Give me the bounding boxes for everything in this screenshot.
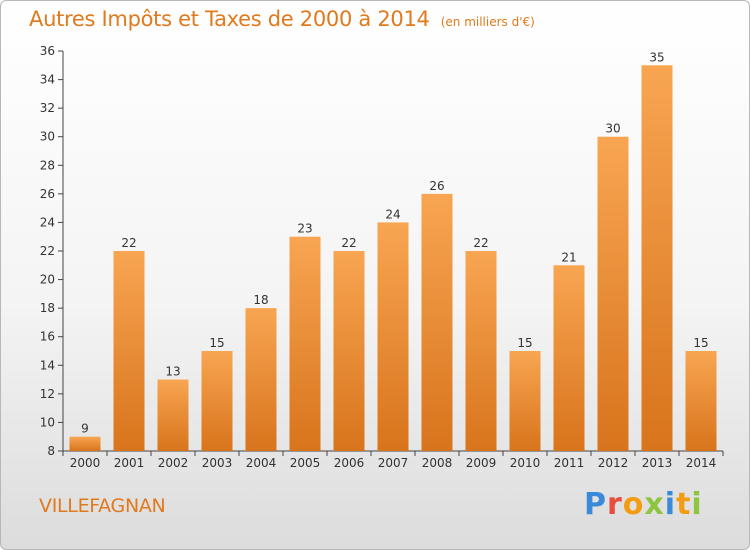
y-tick-label: 12 xyxy=(40,387,55,401)
bar-value-label: 15 xyxy=(517,336,532,350)
bar-value-label: 22 xyxy=(473,236,488,250)
bar xyxy=(333,251,365,451)
bar-value-label: 30 xyxy=(605,122,620,136)
bar xyxy=(113,251,145,451)
bar-value-label: 13 xyxy=(165,365,180,379)
x-tick-label: 2002 xyxy=(158,456,189,470)
y-tick-label: 10 xyxy=(40,415,55,429)
bar xyxy=(465,251,497,451)
bar-value-label: 26 xyxy=(429,179,444,193)
bar xyxy=(509,351,541,451)
x-tick-label: 2013 xyxy=(642,456,673,470)
y-tick-label: 22 xyxy=(40,244,55,258)
brand-logo: Proxiti xyxy=(584,487,703,522)
x-tick-label: 2005 xyxy=(290,456,321,470)
bar xyxy=(201,351,233,451)
bar-value-label: 22 xyxy=(121,236,136,250)
y-tick-label: 32 xyxy=(40,101,55,115)
y-tick-label: 30 xyxy=(40,130,55,144)
bar-value-label: 9 xyxy=(81,422,89,436)
bar xyxy=(289,236,321,451)
bar xyxy=(421,193,453,451)
y-tick-label: 8 xyxy=(47,444,55,458)
y-tick-label: 14 xyxy=(40,358,55,372)
bar-value-label: 35 xyxy=(649,50,664,64)
y-tick-label: 24 xyxy=(40,215,55,229)
bar-value-label: 24 xyxy=(385,207,400,221)
x-tick-label: 2008 xyxy=(422,456,453,470)
x-tick-label: 2012 xyxy=(598,456,629,470)
y-tick-label: 36 xyxy=(40,44,55,58)
x-tick-label: 2010 xyxy=(510,456,541,470)
x-tick-label: 2011 xyxy=(554,456,585,470)
x-tick-label: 2014 xyxy=(686,456,717,470)
bar xyxy=(597,136,629,451)
x-tick-label: 2004 xyxy=(246,456,277,470)
title-row: Autres Impôts et Taxes de 2000 à 2014 (e… xyxy=(29,7,535,31)
bar-value-label: 23 xyxy=(297,222,312,236)
bar-labels: 9 22 13 15 18 23 22 24 26 22 15 21 30 35 15 xyxy=(81,50,708,435)
bar-value-label: 18 xyxy=(253,293,268,307)
y-axis: 8 10 12 14 16 18 20 22 24 26 28 30 32 34 36 xyxy=(40,44,64,458)
x-axis: 2000 2001 2002 2003 2004 2005 2006 2007 2008 2009… xyxy=(62,450,724,470)
y-tick-label: 34 xyxy=(40,73,55,87)
bar xyxy=(641,65,673,452)
y-tick-label: 16 xyxy=(40,330,55,344)
y-tick-label: 28 xyxy=(40,158,55,172)
bar xyxy=(377,222,409,451)
bars xyxy=(69,65,717,452)
x-tick-label: 2006 xyxy=(334,456,365,470)
chart-subtitle: (en milliers d'€) xyxy=(440,15,535,29)
x-tick-label: 2003 xyxy=(202,456,233,470)
bar-value-label: 15 xyxy=(693,336,708,350)
bar-value-label: 21 xyxy=(561,250,576,264)
bar xyxy=(69,436,101,451)
bar xyxy=(553,265,585,451)
x-tick-label: 2009 xyxy=(466,456,497,470)
y-tick-label: 18 xyxy=(40,301,55,315)
x-tick-label: 2007 xyxy=(378,456,409,470)
bar-value-label: 15 xyxy=(209,336,224,350)
commune-name: VILLEFAGNAN xyxy=(39,495,166,517)
chart-title: Autres Impôts et Taxes de 2000 à 2014 xyxy=(29,7,430,31)
bar xyxy=(157,379,189,451)
x-tick-label: 2000 xyxy=(70,456,101,470)
bar-value-label: 22 xyxy=(341,236,356,250)
y-tick-label: 26 xyxy=(40,187,55,201)
y-tick-label: 20 xyxy=(40,273,55,287)
bar xyxy=(685,351,717,451)
x-tick-label: 2001 xyxy=(114,456,145,470)
bar xyxy=(245,308,277,451)
